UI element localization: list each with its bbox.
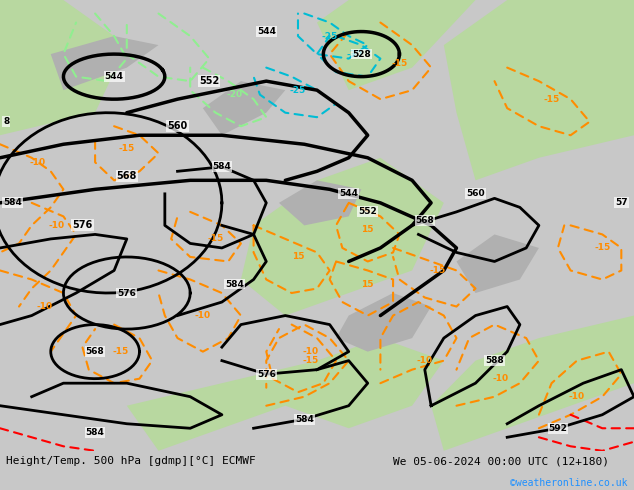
Text: 544: 544 bbox=[339, 189, 358, 198]
Text: 560: 560 bbox=[466, 189, 485, 198]
Text: 568: 568 bbox=[86, 347, 105, 356]
Text: 15: 15 bbox=[361, 225, 374, 234]
Text: -10: -10 bbox=[195, 311, 211, 320]
Polygon shape bbox=[456, 234, 539, 293]
Text: 544: 544 bbox=[257, 27, 276, 36]
Polygon shape bbox=[279, 180, 361, 225]
Text: -10: -10 bbox=[302, 347, 319, 356]
Text: 8: 8 bbox=[3, 117, 10, 126]
Text: 584: 584 bbox=[225, 279, 244, 289]
Text: 584: 584 bbox=[3, 198, 22, 207]
Text: -10: -10 bbox=[569, 392, 585, 401]
Text: -10: -10 bbox=[493, 374, 509, 383]
Polygon shape bbox=[336, 293, 431, 352]
Text: -15: -15 bbox=[429, 266, 446, 275]
Text: -15: -15 bbox=[543, 95, 560, 104]
Text: 552: 552 bbox=[199, 76, 219, 86]
Polygon shape bbox=[51, 36, 158, 90]
Text: ©weatheronline.co.uk: ©weatheronline.co.uk bbox=[510, 478, 628, 489]
Polygon shape bbox=[431, 316, 634, 451]
Text: Height/Temp. 500 hPa [gdmp][°C] ECMWF: Height/Temp. 500 hPa [gdmp][°C] ECMWF bbox=[6, 456, 256, 466]
Text: -15: -15 bbox=[207, 234, 224, 244]
Text: 568: 568 bbox=[415, 217, 434, 225]
Text: -10: -10 bbox=[30, 158, 46, 167]
Text: 552: 552 bbox=[358, 207, 377, 217]
Text: -15: -15 bbox=[119, 144, 135, 153]
Polygon shape bbox=[444, 0, 634, 180]
Text: 576: 576 bbox=[257, 369, 276, 379]
Text: 57: 57 bbox=[615, 198, 628, 207]
Text: 15: 15 bbox=[361, 279, 374, 289]
Text: 528: 528 bbox=[352, 49, 371, 59]
Text: 584: 584 bbox=[86, 428, 105, 437]
Text: -15: -15 bbox=[112, 347, 129, 356]
Text: -20: -20 bbox=[226, 90, 243, 99]
Text: 544: 544 bbox=[105, 72, 124, 81]
Text: 588: 588 bbox=[485, 356, 504, 365]
Text: 576: 576 bbox=[72, 220, 93, 230]
Text: 576: 576 bbox=[117, 289, 136, 297]
Text: -15: -15 bbox=[391, 59, 408, 68]
Polygon shape bbox=[0, 0, 127, 135]
Polygon shape bbox=[203, 81, 285, 135]
Text: -25: -25 bbox=[290, 86, 306, 95]
Text: -15: -15 bbox=[594, 244, 611, 252]
Text: 568: 568 bbox=[117, 171, 137, 181]
Text: -30: -30 bbox=[347, 49, 363, 59]
Polygon shape bbox=[317, 0, 476, 90]
Text: -10: -10 bbox=[417, 356, 433, 365]
Text: We 05-06-2024 00:00 UTC (12+180): We 05-06-2024 00:00 UTC (12+180) bbox=[393, 456, 609, 466]
Text: -10: -10 bbox=[49, 221, 65, 230]
Polygon shape bbox=[127, 338, 444, 451]
Polygon shape bbox=[241, 158, 444, 316]
Text: 584: 584 bbox=[212, 162, 231, 171]
Text: 584: 584 bbox=[295, 415, 314, 424]
Text: -25: -25 bbox=[321, 31, 338, 41]
Text: -10: -10 bbox=[36, 302, 53, 311]
Text: 592: 592 bbox=[548, 424, 567, 433]
Text: 15: 15 bbox=[292, 252, 304, 262]
Text: -15: -15 bbox=[302, 356, 319, 365]
Text: 560: 560 bbox=[167, 121, 188, 131]
